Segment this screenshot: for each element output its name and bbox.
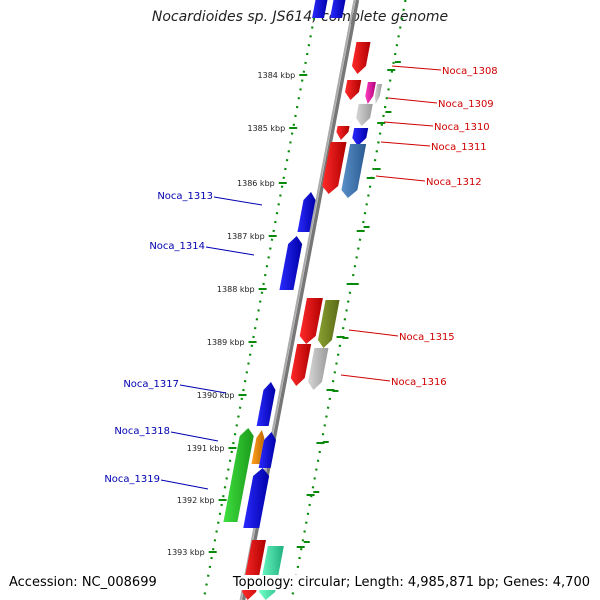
leader-line — [160, 479, 209, 490]
kbp-label: 1384 kbp — [258, 71, 296, 80]
gene-arrow-orange — [251, 430, 265, 464]
gene-label-forward: Noca_1308 — [442, 66, 498, 77]
gene-arrow-red — [336, 126, 350, 140]
gene-arrow-blue — [352, 128, 369, 146]
gene-arrow-green — [223, 428, 254, 522]
tick-marks — [202, 0, 407, 600]
gene-label-reverse: Noca_1319 — [104, 474, 160, 485]
gene-label-forward: Noca_1316 — [391, 377, 447, 388]
gene-arrow-olive — [317, 300, 340, 348]
gene-arrow-blue — [256, 382, 276, 426]
gene-arrow-red — [351, 42, 371, 74]
gene-arrow-magenta — [365, 82, 376, 104]
kbp-label: 1390 kbp — [197, 391, 235, 400]
kbp-scale: 1384 kbp 1385 kbp 1386 kbp 1387 kbp 1388 kbp… — [167, 71, 295, 557]
leader-line — [170, 431, 219, 442]
leader-line — [383, 121, 434, 127]
gene-label-forward: Noca_1312 — [426, 177, 482, 188]
kbp-label: 1385 kbp — [247, 124, 285, 133]
gene-label-reverse: Noca_1313 — [157, 191, 213, 202]
gene-arrow-blue — [279, 236, 303, 290]
kbp-label: 1391 kbp — [187, 444, 225, 453]
leader-line — [348, 329, 399, 337]
gene-arrow-blue — [312, 0, 328, 18]
gene-label-forward: Noca_1309 — [438, 99, 494, 110]
kbp-label: 1389 kbp — [207, 338, 245, 347]
leader-line — [387, 97, 438, 104]
kbp-label: 1392 kbp — [177, 496, 215, 505]
gene-arrow-red — [299, 298, 323, 344]
leader-line — [213, 196, 263, 206]
gene-arrow-blue — [243, 468, 270, 528]
leader-line — [375, 175, 426, 182]
leader-line — [380, 141, 431, 147]
gene-arrow-grey — [356, 104, 373, 126]
gene-labels: Noca_1308 Noca_1309 Noca_1310 Noca_1311 Noca… — [104, 65, 498, 490]
kbp-label: 1393 kbp — [167, 548, 205, 557]
leader-line — [391, 65, 442, 71]
topology-label: Topology: circular; Length: 4,985,871 bp… — [230, 575, 590, 590]
gene-arrow-grey — [307, 348, 329, 390]
leader-line — [205, 246, 255, 256]
gene-features — [223, 0, 383, 600]
gene-label-forward: Noca_1311 — [431, 142, 487, 153]
gene-label-reverse: Noca_1318 — [114, 426, 170, 437]
gene-label-reverse: Noca_1317 — [123, 379, 179, 390]
gene-arrow-steelblue — [341, 144, 367, 198]
genome-title: Nocardioides sp. JS614, complete genome — [151, 9, 449, 25]
gene-arrow-blue — [258, 432, 276, 468]
kbp-label: 1387 kbp — [227, 232, 265, 241]
gene-arrow-blue — [330, 0, 346, 18]
gene-label-reverse: Noca_1314 — [149, 241, 205, 252]
leader-line — [179, 384, 227, 394]
gene-arrow-grey — [374, 84, 383, 104]
gene-arrow-red — [290, 344, 312, 386]
accession-label: Accession: NC_008699 — [9, 575, 157, 590]
gene-arrow-red — [322, 142, 347, 194]
gene-label-forward: Noca_1315 — [399, 332, 455, 343]
gene-arrow-red — [345, 80, 362, 100]
kbp-label: 1388 kbp — [217, 285, 255, 294]
gene-label-forward: Noca_1310 — [434, 122, 490, 133]
kbp-label: 1386 kbp — [237, 179, 275, 188]
leader-line — [340, 374, 391, 382]
gene-arrow-blue — [297, 192, 316, 232]
